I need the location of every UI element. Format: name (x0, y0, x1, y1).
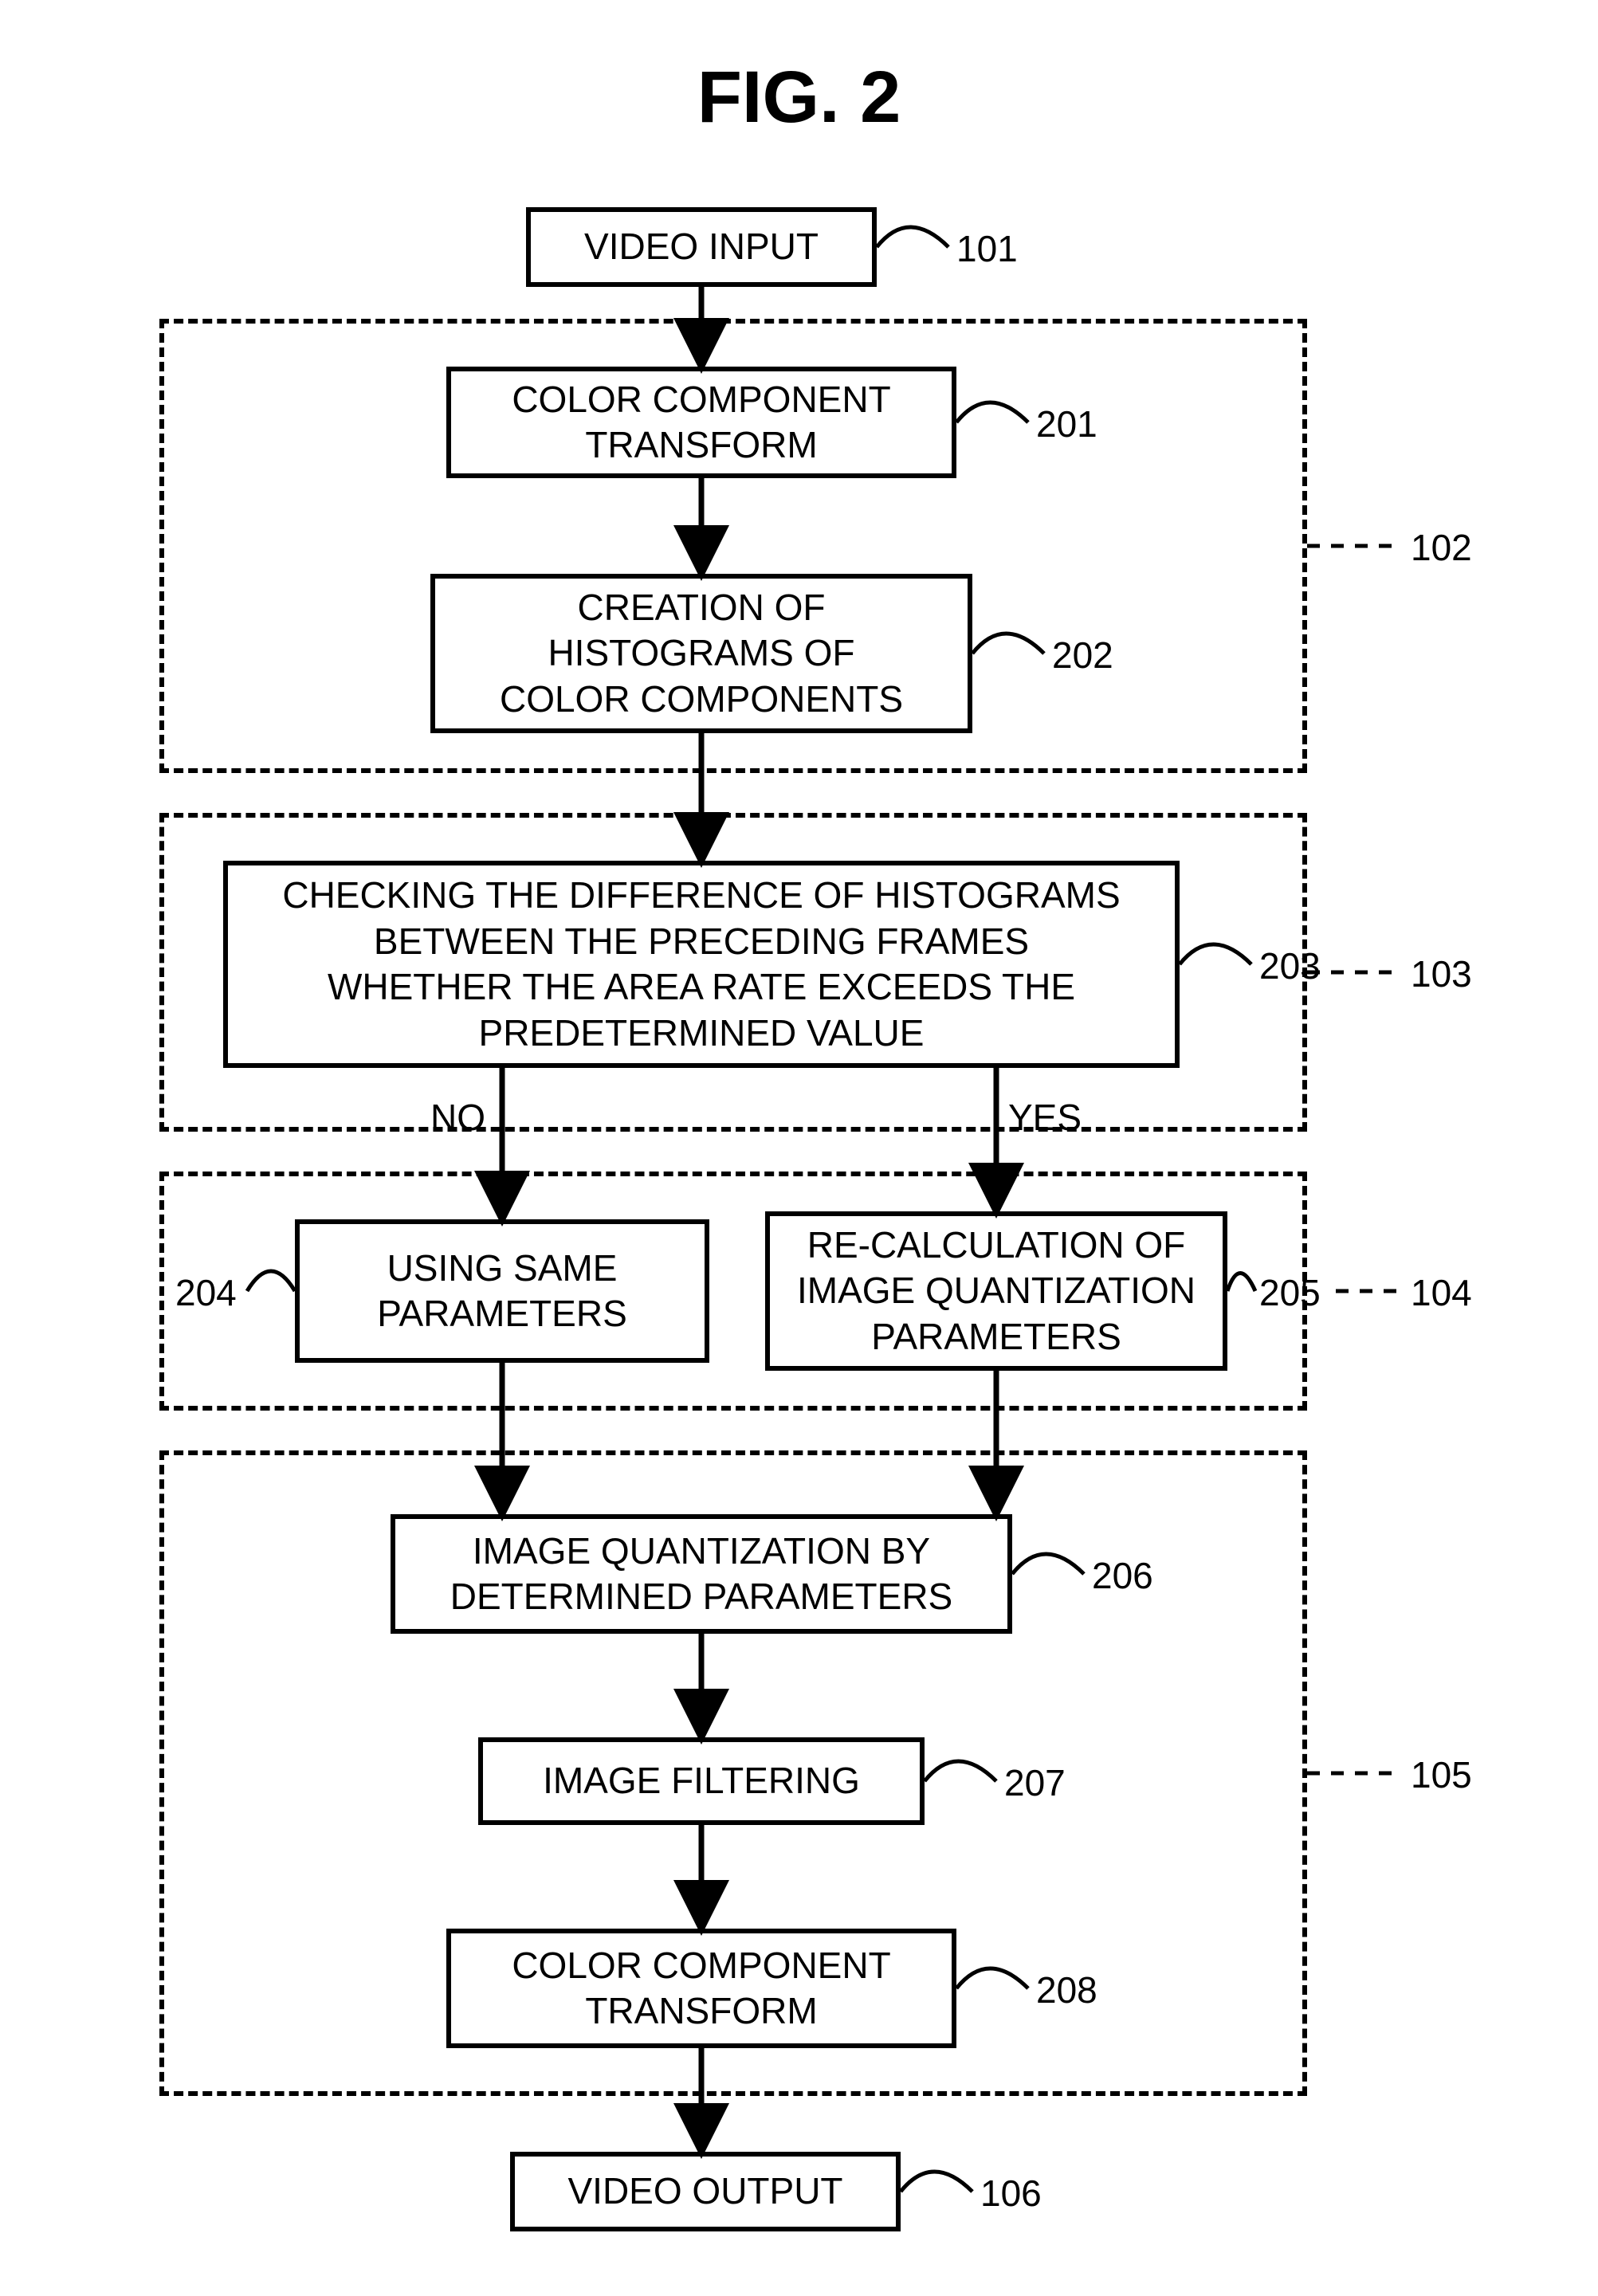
node-label: USING SAME PARAMETERS (377, 1246, 627, 1337)
node-label: CHECKING THE DIFFERENCE OF HISTOGRAMS BE… (282, 873, 1120, 1056)
node-color-transform-2: COLOR COMPONENT TRANSFORM (446, 1929, 956, 2048)
node-video-input: VIDEO INPUT (526, 207, 877, 287)
ref-102: 102 (1411, 526, 1472, 569)
ref-103: 103 (1411, 952, 1472, 995)
ref-201: 201 (1036, 402, 1097, 445)
ref-104: 104 (1411, 1271, 1472, 1314)
node-label: IMAGE FILTERING (543, 1758, 860, 1804)
ref-101: 101 (956, 227, 1018, 270)
ref-208: 208 (1036, 1968, 1097, 2011)
node-label: COLOR COMPONENT TRANSFORM (512, 377, 890, 469)
node-label: CREATION OF HISTOGRAMS OF COLOR COMPONEN… (500, 585, 903, 723)
node-same-params: USING SAME PARAMETERS (295, 1219, 709, 1363)
ref-202: 202 (1052, 634, 1113, 677)
node-video-output: VIDEO OUTPUT (510, 2152, 901, 2231)
node-check-difference: CHECKING THE DIFFERENCE OF HISTOGRAMS BE… (223, 861, 1180, 1068)
ref-205: 205 (1259, 1271, 1321, 1314)
node-quantization: IMAGE QUANTIZATION BY DETERMINED PARAMET… (391, 1514, 1012, 1634)
node-label: IMAGE QUANTIZATION BY DETERMINED PARAMET… (450, 1529, 952, 1620)
node-label: VIDEO INPUT (584, 224, 819, 270)
decision-no: NO (430, 1096, 485, 1139)
ref-204: 204 (175, 1271, 237, 1314)
ref-207: 207 (1004, 1761, 1066, 1804)
decision-yes: YES (1008, 1096, 1082, 1139)
ref-203: 203 (1259, 944, 1321, 987)
node-recalc-params: RE-CALCULATION OF IMAGE QUANTIZATION PAR… (765, 1211, 1227, 1371)
figure-title: FIG. 2 (0, 56, 1598, 139)
node-color-transform-1: COLOR COMPONENT TRANSFORM (446, 367, 956, 478)
node-label: RE-CALCULATION OF IMAGE QUANTIZATION PAR… (797, 1223, 1196, 1360)
ref-206: 206 (1092, 1554, 1153, 1597)
ref-105: 105 (1411, 1753, 1472, 1796)
node-label: COLOR COMPONENT TRANSFORM (512, 1943, 890, 2035)
ref-106: 106 (980, 2172, 1042, 2215)
node-filtering: IMAGE FILTERING (478, 1737, 925, 1825)
node-label: VIDEO OUTPUT (567, 2168, 842, 2215)
node-histograms: CREATION OF HISTOGRAMS OF COLOR COMPONEN… (430, 574, 972, 733)
